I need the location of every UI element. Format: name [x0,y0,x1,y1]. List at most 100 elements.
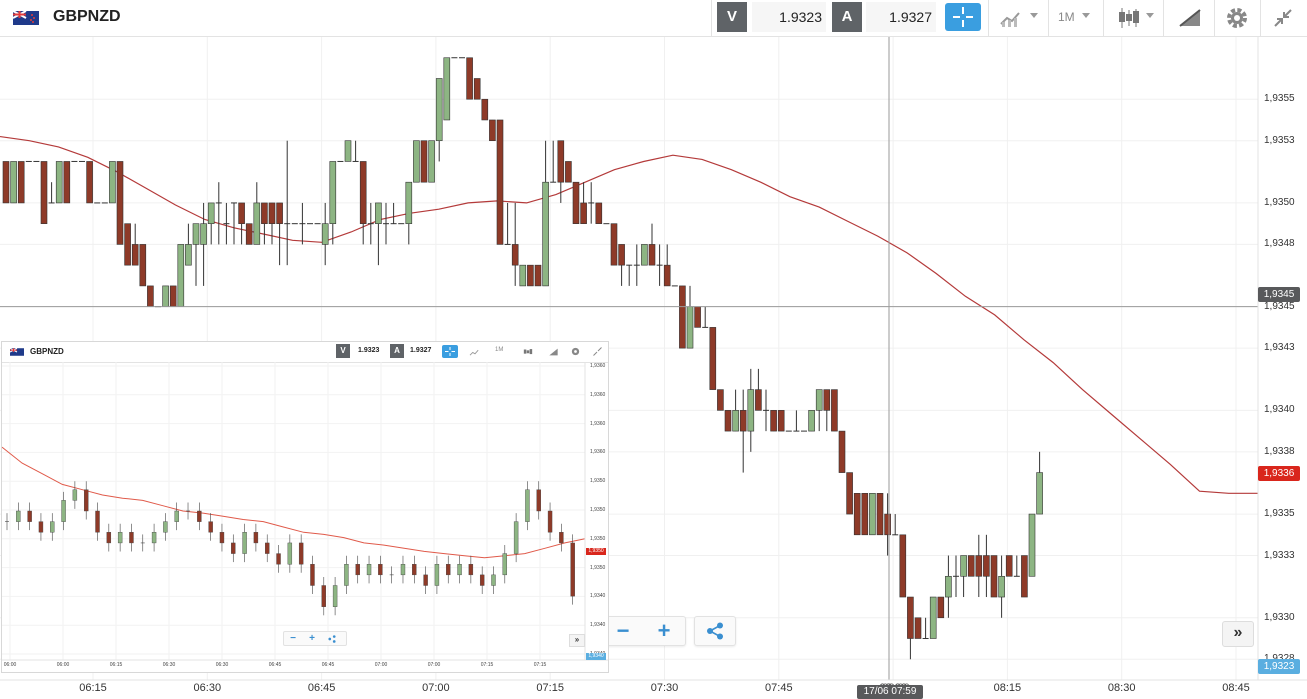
candle [755,368,762,411]
candle [238,202,245,245]
candle [48,182,55,204]
inset-candle [355,555,360,584]
candle [215,182,222,245]
inset-x-tick-label: 06:00 [3,662,17,668]
inset-zoom-out-button[interactable]: − [290,633,296,644]
inset-candle [83,481,89,520]
candle [663,244,671,287]
buy-price[interactable]: 1.9327 [866,2,936,32]
candle [284,140,291,266]
candlestick-icon[interactable] [522,347,534,357]
indicators-icon[interactable] [999,6,1025,28]
inset-candle [412,555,417,584]
candle [481,98,489,121]
y-tick-label: 1,9355 [1264,93,1295,105]
candle [383,202,389,245]
share-icon[interactable] [328,635,336,643]
candle [147,285,154,307]
gear-icon[interactable] [570,346,581,357]
candle [945,555,952,618]
candle [709,327,717,390]
candle [588,182,595,224]
candle [40,161,48,224]
candle [223,202,230,245]
candle [276,202,283,266]
candle [1005,555,1013,577]
inset-price-chart[interactable] [2,342,608,672]
inset-x-tick-label: 06:30 [162,662,176,668]
drawing-icon[interactable] [548,347,559,357]
candle [831,389,838,432]
candle [869,493,876,536]
candle [375,202,382,266]
gear-icon[interactable] [1225,6,1249,30]
collapse-icon[interactable] [1272,7,1294,29]
indicators-icon[interactable] [468,347,482,357]
x-tick-label: 08:15 [993,682,1022,694]
uk-nz-flag-icon [10,348,24,356]
scroll-right-button[interactable]: » [1222,621,1254,647]
inset-zoom-in-button[interactable]: + [309,633,315,644]
candle [109,161,116,204]
inset-scroll-right-button[interactable]: » [569,634,585,647]
buy-button[interactable]: A [832,2,862,32]
inset-crosshair-button[interactable] [442,345,458,358]
candle [793,410,800,432]
zoom-out-button[interactable]: − [616,618,630,643]
last-price-tag: 1,9323 [1258,659,1300,674]
inset-candle [446,555,451,584]
candle [299,202,306,245]
candle [329,161,337,245]
candle [1013,555,1020,577]
candle [572,181,580,224]
candle [131,223,139,266]
inset-buy-button[interactable]: A [390,344,404,358]
candle [413,140,420,183]
inset-zoom-controls: − + [283,631,347,646]
collapse-icon[interactable] [592,346,603,357]
candle [443,57,451,121]
x-tick-label: 07:45 [765,682,793,694]
candle [884,493,891,556]
inset-candle [61,491,66,531]
share-button[interactable] [694,616,736,646]
candle [185,223,192,266]
inset-timeframe[interactable]: 1M [495,347,504,353]
inset-candle [163,513,168,541]
candle [983,534,990,598]
zoom-in-button[interactable]: + [657,618,671,643]
candle [641,244,648,266]
candle [550,140,557,183]
drawing-icon[interactable] [1178,6,1202,30]
sell-price[interactable]: 1.9323 [752,2,826,32]
candle [245,223,253,245]
candle [390,202,397,225]
candle [557,140,565,203]
inset-candle [242,523,247,563]
candle [489,119,496,142]
sell-button[interactable]: V [717,2,747,32]
timeframe-selector[interactable]: 1M [1058,10,1075,24]
x-tick-label: 06:15 [79,682,107,694]
candle [504,202,511,245]
inset-candle [253,523,259,552]
inset-y-tick-label: 1,9350 [590,478,606,485]
inset-x-tick-label: 07:15 [480,662,494,668]
inset-candle [16,502,21,531]
candle [253,182,261,245]
inset-toolbar: GBPNZD V 1.9323 A 1.9327 1M [2,342,608,363]
inset-symbol-title: GBPNZD [30,347,64,356]
y-tick-label: 1,9328 [1264,653,1295,664]
inset-moving-average-line [2,446,586,559]
candle [929,596,937,639]
candle [975,534,983,598]
inset-chart-window[interactable]: GBPNZD V 1.9323 A 1.9327 1M [1,341,609,673]
chart-toolbar: GBPNZD V 1.9323 A 1.9327 1M [0,0,1307,37]
inset-sell-button[interactable]: V [336,344,350,358]
inset-candle [287,534,293,573]
crosshair-button[interactable] [945,3,981,31]
candle [268,202,276,245]
candle [200,202,207,286]
candlestick-icon[interactable] [1117,6,1141,30]
inset-candle [513,513,519,563]
